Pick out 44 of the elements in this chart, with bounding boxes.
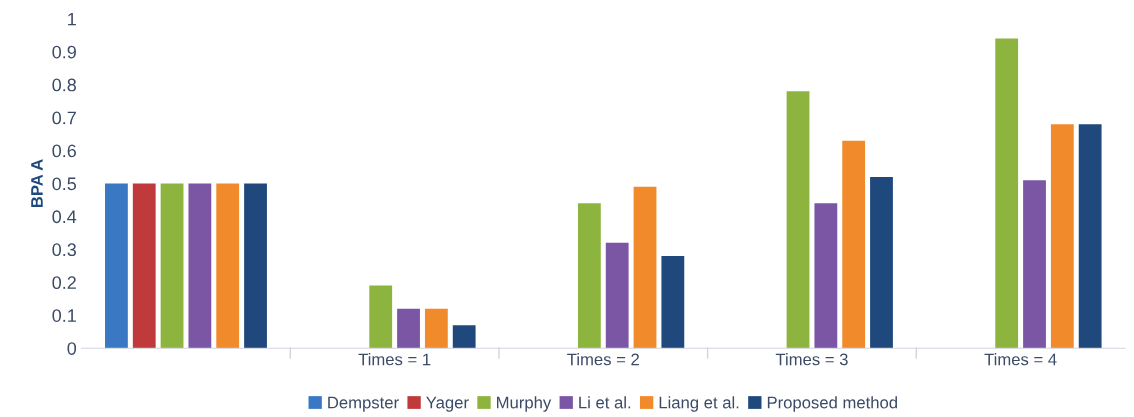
bar: [132, 183, 156, 349]
y-axis-title: BPA A: [31, 159, 43, 208]
bar: [452, 325, 476, 349]
y-tick-label: 0.8: [52, 78, 76, 92]
y-tick-label: 0.9: [52, 45, 76, 59]
bar: [188, 183, 212, 349]
bar: [216, 183, 240, 349]
y-tick-label: 0.2: [52, 276, 76, 290]
y-tick-label: 0.1: [52, 309, 76, 322]
legend-label: Dempster: [328, 396, 399, 412]
y-tick-label: 0.6: [52, 144, 76, 158]
x-tick-label: Times = 2: [567, 353, 639, 366]
bar: [1023, 180, 1046, 349]
bar: [605, 242, 629, 349]
bar: [244, 183, 267, 349]
legend-label: Murphy: [497, 396, 552, 412]
bar: [870, 176, 893, 349]
legend-label: Yager: [426, 396, 469, 412]
x-tick-label: Times = 3: [775, 353, 848, 366]
legend-label: Liang et al.: [659, 396, 739, 412]
legend-label: Proposed method: [767, 396, 897, 412]
bar: [160, 183, 184, 349]
bar: [842, 140, 866, 349]
y-tick-label: 0.7: [52, 111, 76, 125]
bar: [661, 255, 685, 349]
legend-label: Li et al.: [579, 396, 631, 409]
x-tick-label: Times = 4: [984, 353, 1057, 366]
y-tick-label: 1: [68, 12, 76, 26]
bar: [786, 91, 810, 349]
bar: [424, 308, 448, 349]
bar: [814, 203, 838, 349]
bar: [633, 186, 657, 349]
y-tick-label: 0.5: [52, 177, 77, 191]
y-tick-label: 0.4: [52, 210, 77, 224]
x-tick-label: Times = 1: [358, 353, 431, 366]
bar: [105, 183, 128, 349]
bar: [397, 308, 420, 349]
bar: [577, 203, 601, 349]
y-tick-label: 0.3: [52, 243, 76, 257]
bar: [1078, 124, 1102, 349]
bar: [369, 285, 393, 349]
bar: [995, 38, 1019, 349]
bar: [1050, 124, 1074, 349]
y-tick-label: 0: [67, 342, 77, 355]
